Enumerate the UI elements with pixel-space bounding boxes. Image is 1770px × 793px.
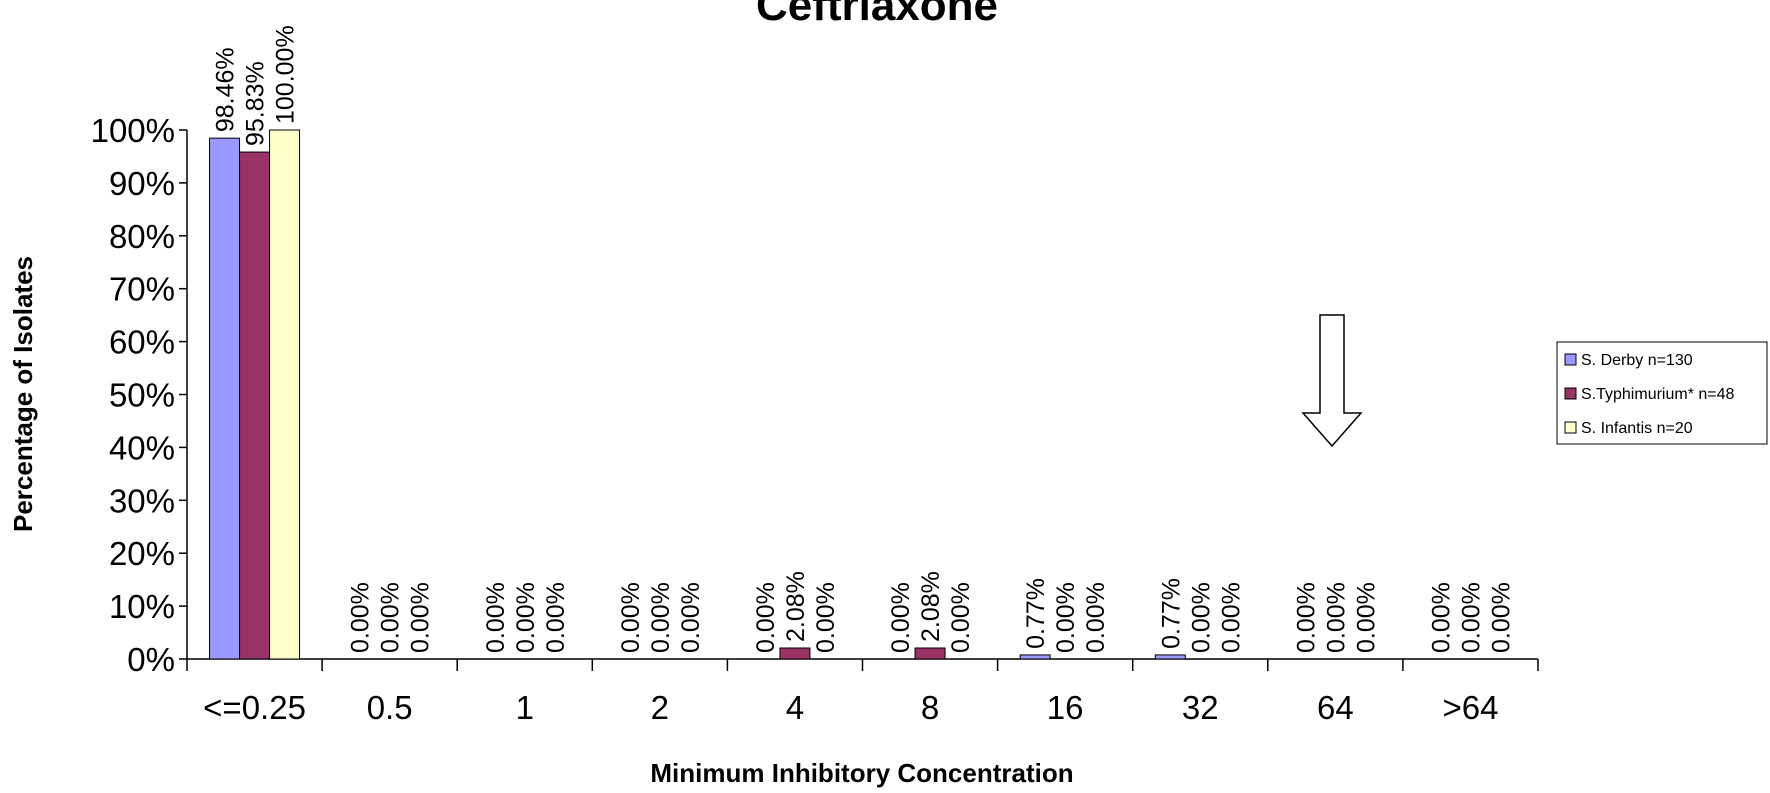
value-label: 2.08% [782,571,810,642]
value-label: 0.00% [347,582,375,653]
legend-swatch [1564,421,1577,434]
x-tick-label: 32 [1182,689,1219,726]
value-label: 98.46% [212,47,240,132]
legend-label: S. Derby n=130 [1581,352,1693,369]
value-label: 100.00% [272,25,300,124]
value-label: 0.00% [482,582,510,653]
value-label: 0.00% [512,582,540,653]
y-tick-label: 70% [109,271,175,308]
value-label: 0.00% [1082,582,1110,653]
value-label: 0.00% [647,582,675,653]
x-tick-label: 1 [516,689,534,726]
y-axis-label: Percentage of Isolates [8,256,38,532]
bar [914,647,946,660]
y-tick-label: 60% [109,324,175,361]
legend [1556,341,1768,445]
value-label: 0.00% [1487,582,1515,653]
y-tick-label: 10% [109,588,175,625]
value-label: 0.00% [677,582,705,653]
x-axis-label: Minimum Inhibitory Concentration [650,758,1073,788]
value-label: 0.00% [407,582,435,653]
bar [1154,654,1186,660]
value-label: 0.00% [1292,582,1320,653]
y-tick-label: 50% [109,377,175,414]
legend-swatch [1564,353,1577,366]
value-label: 0.00% [377,582,405,653]
x-tick-label: 4 [786,689,804,726]
value-label: 0.00% [1217,582,1245,653]
bar [239,151,271,660]
bar [779,647,811,660]
value-label: 0.00% [1052,582,1080,653]
legend-label: S. Infantis n=20 [1581,420,1693,437]
value-label: 0.00% [1427,582,1455,653]
bar [269,129,301,660]
value-label: 0.77% [1157,578,1185,649]
value-label: 0.00% [542,582,570,653]
value-label: 0.00% [1457,582,1485,653]
y-tick-label: 90% [109,165,175,202]
value-label: 0.00% [947,582,975,653]
x-tick-label: 2 [651,689,669,726]
value-label: 0.00% [812,582,840,653]
y-tick-label: 100% [91,112,175,149]
y-tick-label: 0% [127,641,175,678]
x-tick-label: 0.5 [367,689,413,726]
x-tick-label: 64 [1317,689,1354,726]
bar [209,137,241,660]
chart-title: Ceftriaxone [756,0,998,30]
legend-swatch [1564,387,1577,400]
x-tick-label: <=0.25 [203,689,306,726]
value-label: 0.77% [1022,578,1050,649]
value-label: 0.00% [617,582,645,653]
y-tick-label: 20% [109,535,175,572]
value-label: 0.00% [1322,582,1350,653]
bar [1019,654,1051,660]
y-tick-label: 40% [109,429,175,466]
value-label: 95.83% [242,61,270,146]
value-label: 0.00% [1352,582,1380,653]
value-label: 0.00% [752,582,780,653]
value-label: 2.08% [917,571,945,642]
x-tick-label: 16 [1047,689,1084,726]
x-tick-label: >64 [1442,689,1498,726]
arrow [1301,314,1363,448]
x-tick-label: 8 [921,689,939,726]
legend-label: S.Typhimurium* n=48 [1581,386,1735,403]
value-label: 0.00% [1187,582,1215,653]
value-label: 0.00% [887,582,915,653]
y-tick-label: 30% [109,482,175,519]
y-tick-label: 80% [109,218,175,255]
